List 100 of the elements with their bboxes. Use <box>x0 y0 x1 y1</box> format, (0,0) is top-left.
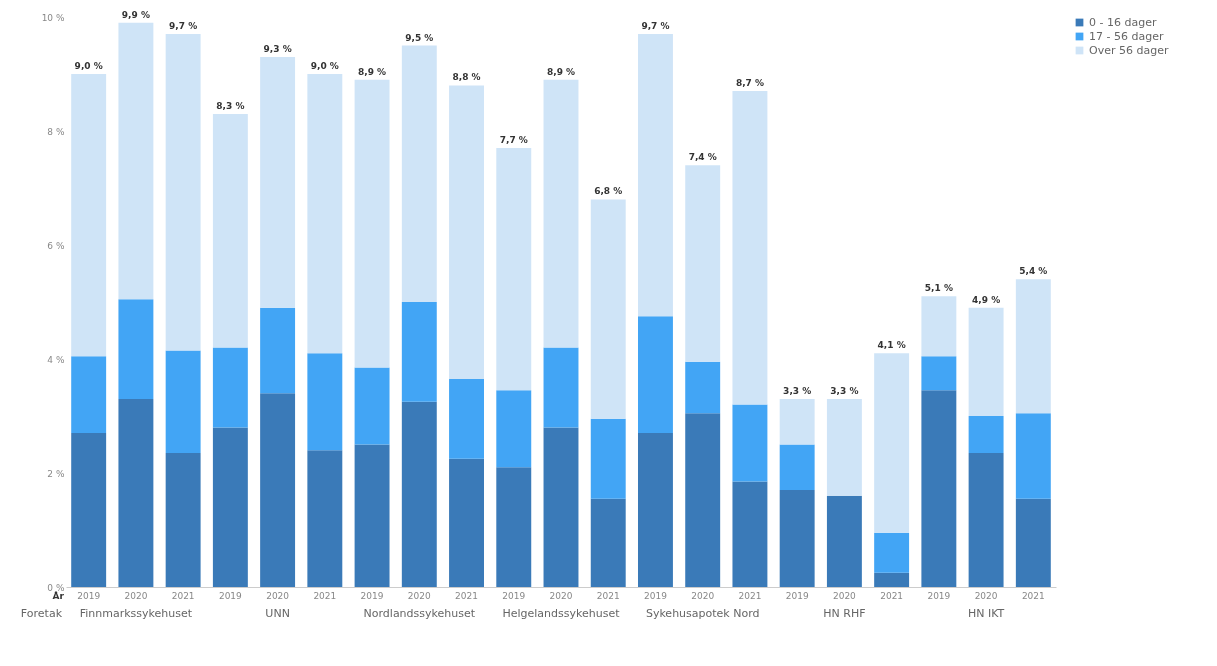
x-tick-label: 2019 <box>218 590 243 601</box>
text: År <box>52 591 65 601</box>
bar <box>921 296 957 357</box>
x-tick-label: 2019 <box>644 590 668 601</box>
bar <box>732 91 768 405</box>
x-tick-label: 2021 <box>313 590 337 601</box>
x-tick-label: 2019 <box>502 590 526 601</box>
x-tick-label: 2019 <box>77 590 101 601</box>
bar <box>968 453 1004 587</box>
bar <box>590 498 626 587</box>
x-tick-label: 2020 <box>124 590 148 601</box>
bar <box>449 458 484 587</box>
x-tick-label: 2021 <box>171 590 195 601</box>
bar <box>449 378 484 459</box>
bar <box>590 418 626 499</box>
bar <box>1015 413 1051 499</box>
text: UNN <box>265 607 290 620</box>
total-label: 5,1 % <box>924 283 953 294</box>
bar <box>638 316 673 434</box>
x-tick-label: 2020 <box>266 590 290 601</box>
bar <box>732 404 768 482</box>
x-tick-label: 2021 <box>738 590 762 601</box>
bar <box>590 199 626 419</box>
total-label: 4,1 % <box>877 340 906 351</box>
x-tick-label: 2021 <box>880 590 904 601</box>
bar <box>212 113 248 348</box>
bar <box>685 361 721 414</box>
x-tick-label: 2019 <box>360 590 384 601</box>
bar <box>71 74 107 357</box>
x-tick-label: 2021 <box>1021 590 1045 601</box>
x-tick-label: 2020 <box>407 590 432 601</box>
bar <box>921 356 957 391</box>
bar <box>732 481 768 587</box>
bar <box>118 22 154 300</box>
bar <box>260 56 296 308</box>
total-label: 9,0 % <box>310 61 339 71</box>
bar <box>401 401 437 587</box>
total-label: 6,8 % <box>594 186 623 197</box>
bar <box>71 433 107 587</box>
total-label: 7,7 % <box>499 135 528 146</box>
x-tick-label: 2021 <box>596 590 620 601</box>
bar <box>638 433 673 587</box>
bar <box>968 416 1004 454</box>
text: HN IKT <box>967 607 1005 620</box>
bar <box>71 356 107 434</box>
legend-label: 0 - 16 dager <box>1089 15 1157 29</box>
bar <box>354 444 390 587</box>
x-tick-label: 2020 <box>691 590 715 601</box>
x-tick-label: 2020 <box>549 590 573 601</box>
bar <box>165 350 201 454</box>
text: Finnmarkssykehuset <box>79 607 193 620</box>
bar <box>638 34 673 317</box>
bar <box>496 467 532 587</box>
x-tick-label: 2021 <box>455 590 478 601</box>
bar <box>543 427 579 587</box>
bar <box>118 299 154 399</box>
total-label: 8,9 % <box>546 66 576 77</box>
y-tick-label: 8 % <box>47 126 65 137</box>
total-label: 3,3 % <box>783 385 812 396</box>
total-label: 8,3 % <box>216 100 245 111</box>
x-tick-label: 2020 <box>832 590 857 601</box>
bar <box>496 390 532 468</box>
text: HN RHF <box>823 607 866 620</box>
bar <box>260 393 296 587</box>
bar <box>401 302 437 402</box>
total-label: 8,9 % <box>358 66 387 77</box>
y-tick-label: 6 % <box>47 240 65 251</box>
bar <box>212 347 248 428</box>
total-label: 9,0 % <box>74 61 103 71</box>
bar <box>826 398 862 496</box>
bar <box>165 34 201 351</box>
total-label: 9,7 % <box>641 21 670 32</box>
bar <box>307 450 343 587</box>
text: Nordlandssykehuset <box>363 607 476 620</box>
total-label: 5,4 % <box>1019 266 1048 277</box>
bar <box>779 398 815 445</box>
total-label: 8,7 % <box>735 78 764 89</box>
bar <box>118 398 154 587</box>
bar <box>1015 498 1051 587</box>
bar <box>685 165 721 362</box>
bar <box>874 353 910 533</box>
bar <box>354 367 390 445</box>
bar <box>874 572 910 587</box>
bar <box>449 85 484 379</box>
x-tick-label: 2019 <box>785 590 809 601</box>
bar <box>779 444 815 491</box>
bar <box>968 307 1004 416</box>
bar <box>401 45 437 302</box>
bar <box>543 347 579 428</box>
bar <box>307 353 343 451</box>
text: Foretak <box>20 607 63 620</box>
y-tick-label: 4 % <box>47 354 65 365</box>
total-label: 9,5 % <box>405 32 434 43</box>
total-label: 9,7 % <box>169 21 198 32</box>
total-label: 3,3 % <box>830 385 859 396</box>
bar <box>307 74 343 354</box>
total-label: 7,4 % <box>688 152 717 163</box>
text: Helgelandssykehuset <box>502 607 621 620</box>
bar <box>543 79 579 348</box>
bar <box>874 532 910 573</box>
